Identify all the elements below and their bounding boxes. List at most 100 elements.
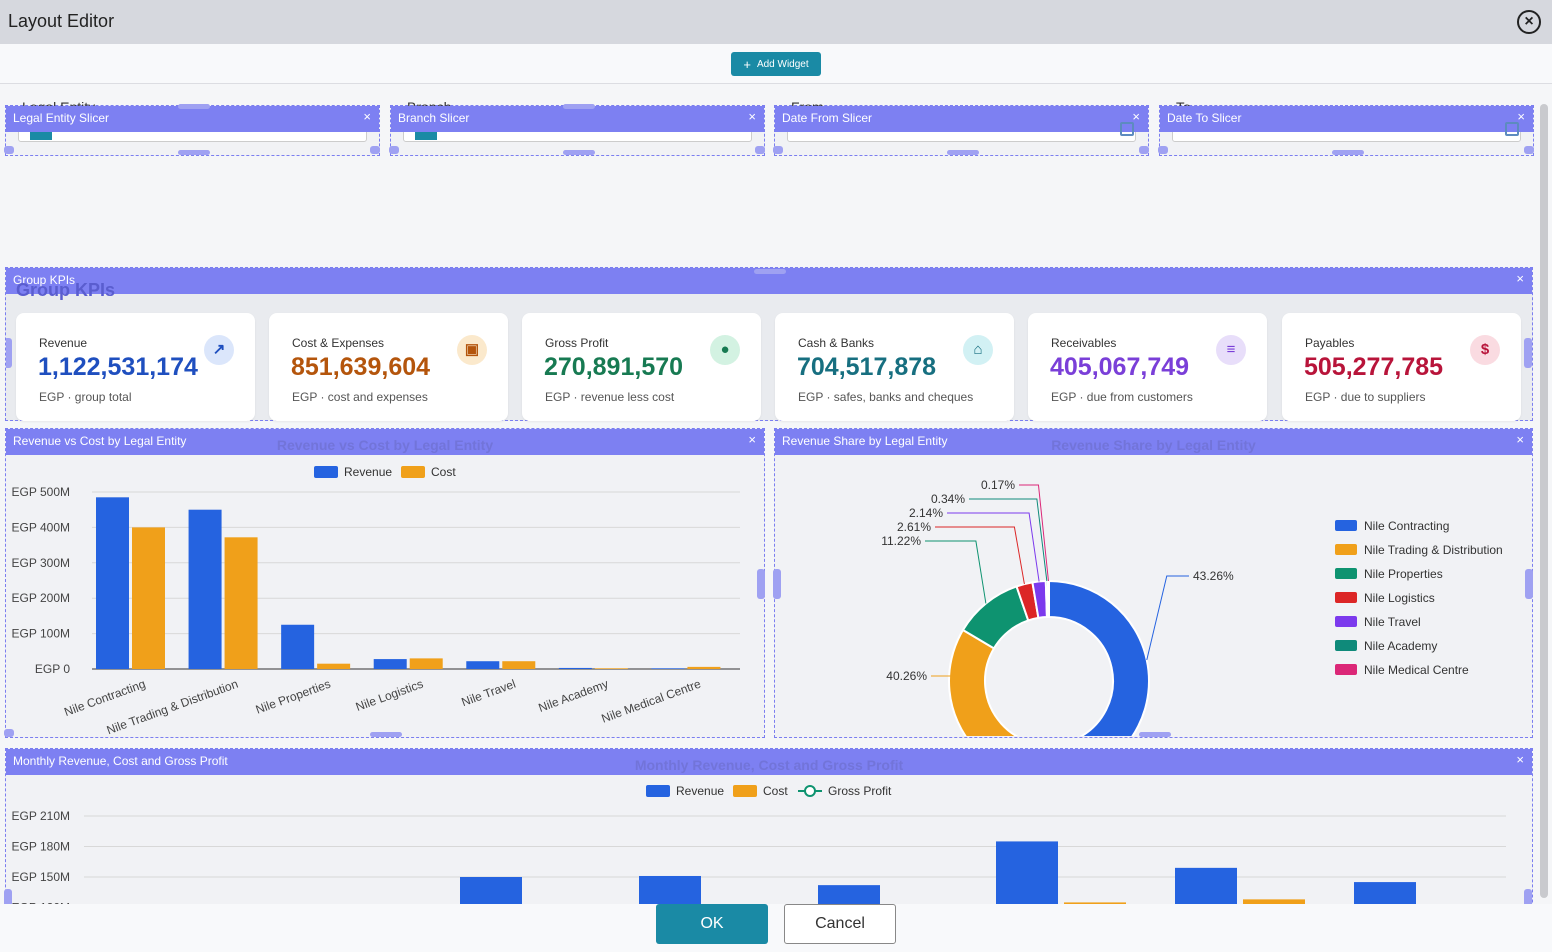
kpi-section-title: Group KPIs [16,280,116,300]
resize-handle[interactable] [4,146,14,154]
slice-value-label: 2.61% [897,520,931,534]
resize-handle[interactable] [755,146,765,154]
kpi-label: Gross Profit [545,336,609,350]
bar [224,537,258,669]
legend-label: Nile Properties [1364,567,1443,581]
resize-handle[interactable] [947,150,979,155]
plus-icon: + [743,56,751,72]
kpi-value: 704,517,878 [797,353,937,381]
invoice-icon: ≡ [1216,335,1246,365]
revenue-share-widget[interactable]: Revenue Share by Legal Entity Revenue Sha… [773,428,1533,738]
y-tick-label: EGP 0 [35,662,70,676]
cancel-button[interactable]: Cancel [784,904,896,944]
resize-handle[interactable] [1139,732,1171,737]
revenue-vs-cost-widget[interactable]: Revenue vs Cost by Legal Entity Revenue v… [4,428,765,738]
layout-canvas: Legal Entity Legal Entity Slicer× Branch… [0,85,1552,904]
bar [1175,867,1237,904]
resize-handle[interactable] [757,569,765,599]
remove-widget-icon[interactable]: × [1516,752,1524,767]
bar [317,663,351,669]
pie-slice [1046,579,1050,619]
remove-widget-icon[interactable]: × [363,109,371,124]
kpi-subtitle: EGP · due to suppliers [1305,390,1426,404]
resize-handle[interactable] [1524,338,1532,368]
legal-entity-slicer-widget[interactable]: Legal Entity Legal Entity Slicer× [4,99,380,156]
legend-swatch [314,466,338,478]
trending-up-icon: ↗ [204,335,234,365]
bar [466,661,500,669]
vertical-scrollbar[interactable] [1540,104,1548,898]
legend-swatch [733,785,757,797]
resize-handle[interactable] [1332,150,1364,155]
slicer-header-title: Branch Slicer [398,111,470,125]
resize-handle[interactable] [178,150,210,155]
branch-slicer-widget[interactable]: Branch Branch Slicer× [389,99,765,156]
slice-value-label: 11.22% [881,534,921,548]
legend-swatch [401,466,425,478]
legend-swatch [1335,616,1357,627]
resize-handle[interactable] [6,338,12,368]
date-to-slicer-widget[interactable]: To 31-08-2026 Date To Slicer× [1158,99,1534,156]
bar [460,877,522,904]
close-icon[interactable]: × [1517,10,1541,34]
resize-handle[interactable] [370,732,402,737]
resize-handle[interactable] [563,150,595,155]
resize-handle[interactable] [4,889,12,904]
group-kpis-widget[interactable]: Group KPIs × Group KPIs [5,267,1533,421]
bar [188,509,222,669]
remove-widget-icon[interactable]: × [1516,432,1524,447]
resize-handle[interactable] [389,146,399,154]
widget-header-title: Group KPIs [13,273,76,287]
bank-icon: ⌂ [963,335,993,365]
calendar-icon[interactable] [1120,122,1134,136]
legend-swatch [646,785,670,797]
legend-label: Nile Travel [1364,615,1421,629]
legend-label: Nile Contracting [1364,519,1449,533]
label-leader [931,675,974,736]
resize-handle[interactable] [773,146,783,154]
resize-handle[interactable] [773,569,781,599]
kpi-subtitle: EGP · due from customers [1051,390,1193,404]
resize-handle[interactable] [4,729,14,737]
y-tick-label: EGP 120M [12,901,70,905]
kpi-card: Receivables 405,067,749 EGP · due from cus… [1028,313,1267,421]
ok-button[interactable]: OK [656,904,768,944]
x-tick-label: Nile Medical Centre [600,677,703,726]
y-tick-label: EGP 300M [12,556,70,570]
resize-handle[interactable] [1524,889,1532,904]
y-tick-label: EGP 150M [12,870,70,884]
wallet-icon: ▣ [457,335,487,365]
resize-handle[interactable] [1524,146,1534,154]
bar [96,497,129,669]
kpi-subtitle: EGP · group total [39,390,132,404]
label-leader [1019,484,1049,582]
remove-widget-icon[interactable]: × [1516,271,1524,286]
label-leader [969,498,1048,582]
title-bar: Layout Editor × [0,0,1552,44]
kpi-subtitle: EGP · safes, banks and cheques [798,390,974,404]
date-from-slicer-widget[interactable]: From 01-01-2026 Date From Slicer× [773,99,1149,156]
remove-widget-icon[interactable]: × [748,109,756,124]
resize-handle[interactable] [754,269,786,274]
bar [996,841,1058,904]
x-tick-label: Nile Logistics [354,677,425,714]
monthly-widget[interactable]: Monthly Revenue, Cost and Gross Profit Mo… [4,748,1533,905]
resize-handle[interactable] [370,146,380,154]
y-tick-label: EGP 500M [12,485,70,499]
dialog-footer [0,904,1552,952]
remove-widget-icon[interactable]: × [748,432,756,447]
resize-handle[interactable] [1525,569,1533,599]
resize-handle[interactable] [1158,146,1168,154]
remove-widget-icon[interactable]: × [1517,109,1525,124]
add-widget-button[interactable]: + Add Widget [731,52,821,76]
resize-handle[interactable] [178,104,210,109]
resize-handle[interactable] [1139,146,1149,154]
bar [594,668,628,669]
remove-widget-icon[interactable]: × [1132,109,1140,124]
resize-handle[interactable] [563,104,595,109]
legend-swatch [1335,592,1357,603]
legend-swatch [1335,520,1357,531]
widget-header-title: Monthly Revenue, Cost and Gross Profit [13,754,228,768]
calendar-icon[interactable] [1505,122,1519,136]
kpi-card: Payables 505,277,785 EGP · due to supplier… [1282,313,1521,421]
